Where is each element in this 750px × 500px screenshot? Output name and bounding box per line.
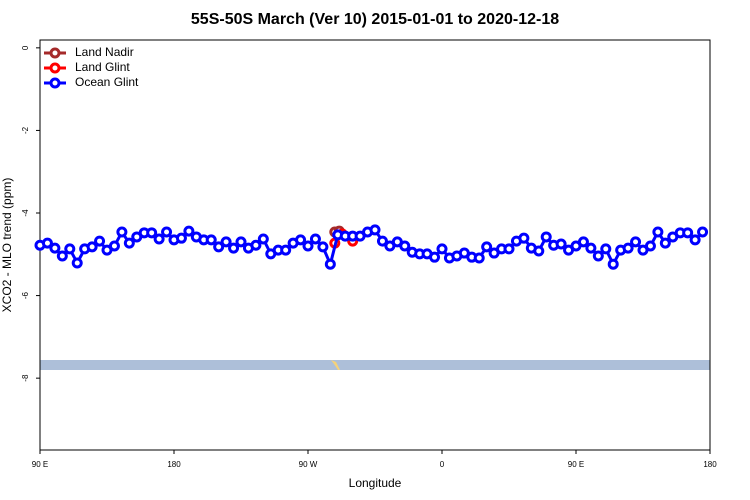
y-tick-label: -4 [21,209,30,217]
point [64,243,76,255]
y-axis-label: XCO2 - MLO trend (ppm) [0,178,14,313]
point [630,236,642,248]
point [302,240,314,252]
y-tick-label: -6 [21,291,30,299]
y-tick-label: 0 [21,45,30,50]
chart-title: 55S-50S March (Ver 10) 2015-01-01 to 202… [191,11,559,28]
point [376,235,388,247]
land-band [40,360,710,370]
point [161,226,173,238]
point [235,236,247,248]
point [577,236,589,248]
x-tick-label: 0 [440,460,445,469]
point [652,226,664,238]
x-tick-label: 180 [703,460,717,469]
point [644,240,656,252]
point [228,242,240,254]
legend-label: Ocean Glint [75,75,139,89]
point [220,236,232,248]
point [697,226,709,238]
point [481,241,493,253]
y-tick-label: -2 [21,126,30,134]
point [399,240,411,252]
x-tick-label: 90 E [568,460,584,469]
point [555,238,567,250]
legend-label: Land Glint [75,60,130,74]
point [49,242,61,254]
point [682,227,694,239]
point [369,224,381,236]
point [183,225,195,237]
point [108,240,120,252]
x-tick-label: 90 E [32,460,48,469]
point [659,237,671,249]
point [518,232,530,244]
point [473,252,485,264]
point [280,244,292,256]
point [429,251,441,263]
point [585,242,597,254]
x-tick-label: 90 W [299,460,318,469]
point [503,243,515,255]
point [250,239,262,251]
point [86,241,98,253]
point [607,258,619,270]
land-patch [331,360,340,370]
legend-marker [49,47,61,59]
legend-label: Land Nadir [75,45,134,59]
y-tick-label: -8 [21,374,30,382]
point [41,237,53,249]
point [689,234,701,246]
point [213,241,225,253]
legend-marker [49,62,61,74]
point [436,243,448,255]
point [533,245,545,257]
x-tick-label: 180 [167,460,181,469]
point [56,250,68,262]
point [309,233,321,245]
point [123,237,135,249]
point [317,241,329,253]
point [540,231,552,243]
point [600,243,612,255]
point [324,258,336,270]
point [116,226,128,238]
point [146,227,158,239]
point [295,234,307,246]
point [153,233,165,245]
point [71,257,83,269]
point [622,242,634,254]
point [592,250,604,262]
point [94,235,106,247]
point [257,233,269,245]
legend-marker [49,77,61,89]
point [175,232,187,244]
x-axis-label: Longitude [349,476,402,490]
point [205,234,217,246]
